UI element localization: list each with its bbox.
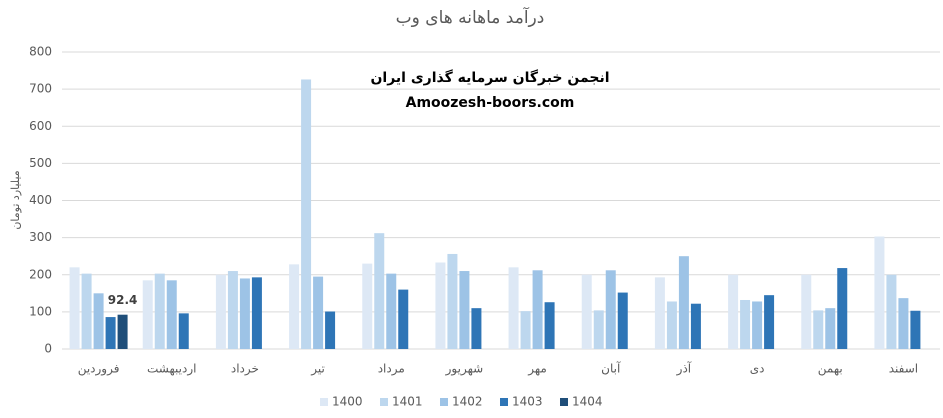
bar [435,262,446,349]
bar [386,273,397,349]
bar [447,253,458,349]
bar [301,79,312,349]
legend-label: 1404 [572,395,603,409]
x-tick-label: مهر [527,362,547,377]
legend-swatch [320,398,328,406]
bar [313,276,324,349]
bar [69,267,80,349]
bar [581,274,592,349]
bar [459,271,470,349]
y-tick-label: 800 [29,45,52,59]
y-tick-label: 100 [29,304,52,318]
legend-label: 1401 [392,395,423,409]
bar [362,263,373,349]
y-tick-label: 0 [44,342,52,356]
legend-swatch [440,398,448,406]
bar [374,233,385,349]
y-tick-label: 500 [29,156,52,170]
y-tick-label: 600 [29,119,52,133]
bar [886,274,897,349]
watermark: Amoozesh-boors.com [406,95,575,111]
bar [105,317,116,349]
bar [898,298,909,349]
bar [740,299,751,349]
bar [471,308,482,349]
bar [837,268,848,349]
watermark: انجمن خبرگان سرمایه گذاری ایران [370,69,609,86]
bar [910,310,921,349]
x-tick-label: تیر [310,362,325,377]
bar [508,267,519,349]
bar [398,289,409,349]
bar [617,292,628,349]
x-tick-label: خرداد [231,362,259,377]
bar [544,302,555,349]
bar [752,301,763,349]
bar [117,314,128,349]
bar [215,274,226,349]
legend-label: 1400 [332,395,363,409]
legend-swatch [380,398,388,406]
bar [93,293,104,349]
bar [764,295,775,349]
x-tick-label: اسفند [889,362,918,376]
bar [728,274,739,349]
bar [178,313,189,349]
bar [289,264,300,349]
y-tick-label: 300 [29,230,52,244]
legend-label: 1402 [452,395,483,409]
bar [239,278,250,349]
y-tick-label: 400 [29,193,52,207]
legend-swatch [560,398,568,406]
bar [325,311,336,349]
x-tick-label: فروردین [78,362,120,377]
y-tick-label: 200 [29,267,52,281]
y-axis-label: میلیارد تومان [9,170,22,229]
bar [227,271,238,349]
chart-title: درآمد ماهانه های وب [396,6,545,28]
bar [166,280,177,349]
y-tick-label: 700 [29,82,52,96]
bar [142,280,153,349]
data-label: 92.4 [108,293,138,307]
bar [251,277,262,349]
bar [666,301,677,349]
bar [678,256,689,349]
x-tick-label: مرداد [378,362,405,377]
bar [81,273,92,349]
bar [593,310,604,349]
bar [654,277,665,349]
bar [825,308,836,349]
bar [154,273,165,349]
legend-label: 1403 [512,395,543,409]
bar [520,311,531,349]
x-tick-label: آذر [676,361,692,377]
bar [605,270,616,349]
x-tick-label: بهمن [818,362,843,377]
x-tick-label: شهریور [445,362,484,377]
x-tick-label: آبان [601,361,621,376]
bar [813,310,824,349]
bar [874,236,885,349]
legend-swatch [500,398,508,406]
x-tick-label: دی [750,362,765,376]
bar [690,303,701,349]
bar [532,270,543,349]
bar [801,274,812,349]
x-tick-label: اردیبهشت [147,362,196,377]
